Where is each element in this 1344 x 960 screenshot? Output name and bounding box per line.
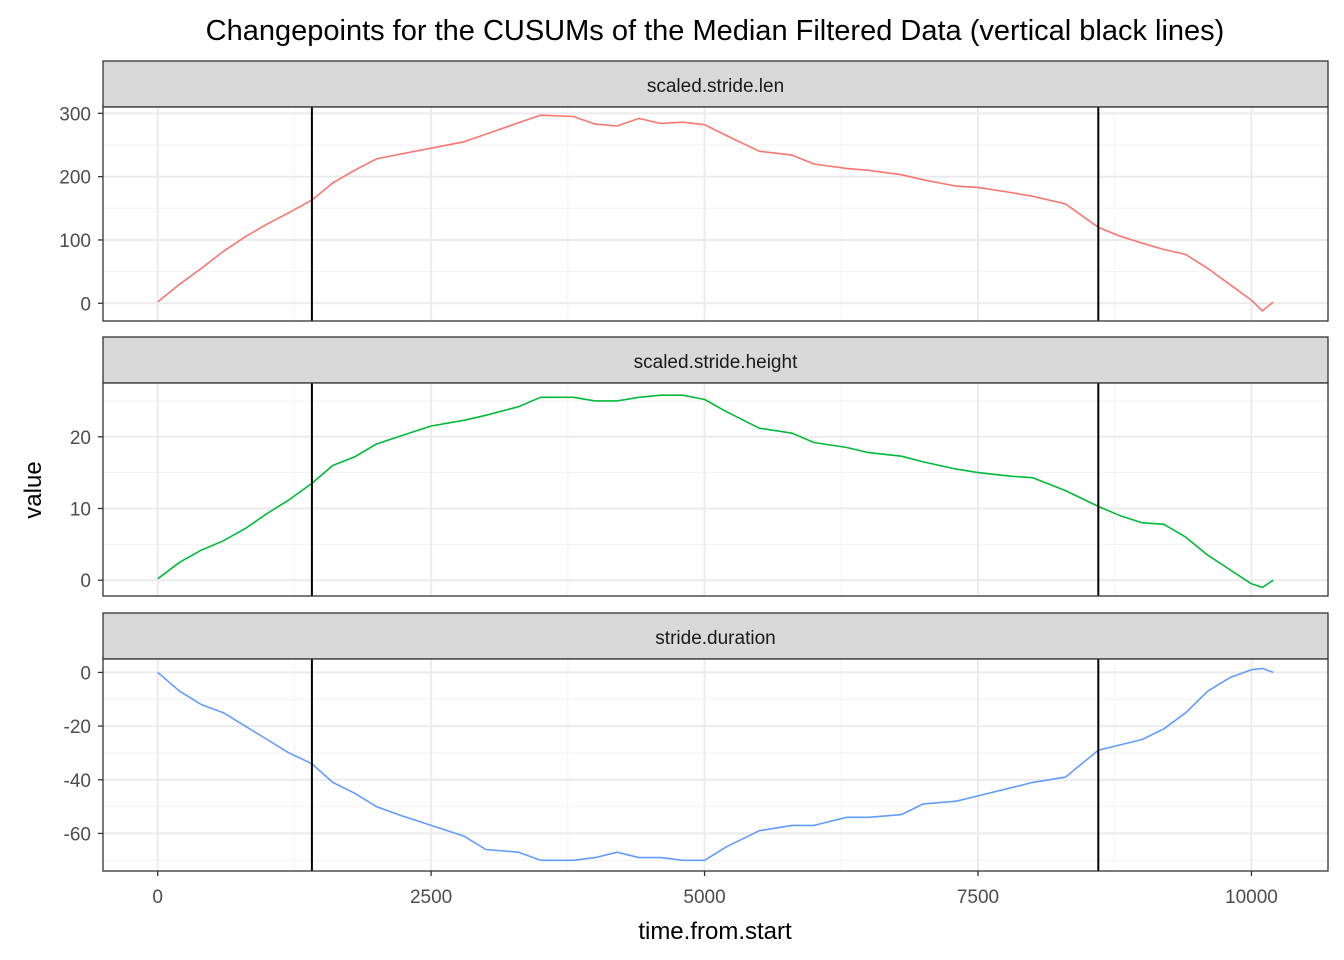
facet-panel: scaled.stride.len 0 100 200 300	[59, 60, 1329, 322]
x-tick-label: 2500	[410, 887, 452, 908]
facet-strip	[102, 60, 1329, 108]
panel-background	[103, 383, 1328, 596]
y-tick-label: 0	[80, 663, 91, 684]
facet-panels: scaled.stride.len0100200300scaled.stride…	[59, 60, 1329, 872]
x-tick-label: 5000	[683, 887, 725, 908]
facet-strip-label: stride.duration	[655, 628, 775, 649]
x-tick-label: 7500	[957, 887, 999, 908]
y-tick-label: 200	[59, 168, 91, 189]
y-tick-label: 0	[80, 294, 91, 315]
y-tick-label: 100	[59, 231, 91, 252]
panel-background	[103, 107, 1328, 321]
facet-strip	[102, 612, 1329, 660]
x-axis-title: time.from.start	[638, 918, 792, 945]
panel-border	[102, 658, 1329, 872]
y-tick-label: -40	[64, 771, 91, 792]
y-tick-label: -60	[64, 824, 91, 845]
y-axis-title: value	[20, 461, 47, 518]
y-tick-label: 20	[70, 428, 91, 449]
x-tick-label: 0	[152, 887, 163, 908]
series-line	[157, 394, 1274, 589]
facet-panel: stride.duration 0 -20 -40 -60	[64, 612, 1329, 872]
x-tick-label: 10000	[1225, 887, 1278, 908]
panel-background	[103, 659, 1328, 871]
series-line	[157, 114, 1274, 312]
facet-panel: scaled.stride.height 0 10 20	[70, 336, 1329, 597]
panel-border	[102, 382, 1329, 597]
series-line	[157, 667, 1274, 862]
chart-title: Changepoints for the CUSUMs of the Media…	[206, 15, 1225, 47]
y-tick-label: -20	[64, 717, 91, 738]
y-tick-label: 0	[80, 571, 91, 592]
facet-strip-label: scaled.stride.height	[634, 352, 798, 373]
x-axis: 0 2500 5000 7500 10000	[152, 871, 1278, 908]
facet-strip-label: scaled.stride.len	[647, 76, 784, 97]
y-tick-label: 10	[70, 500, 91, 521]
y-tick-label: 300	[59, 104, 91, 125]
panel-border	[102, 106, 1329, 322]
